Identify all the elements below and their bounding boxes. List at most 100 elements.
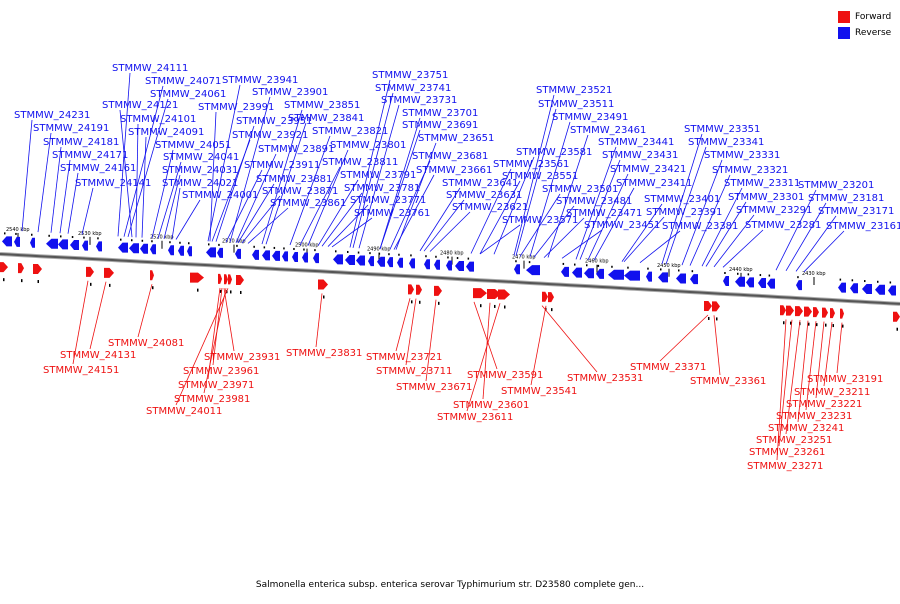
- reverse-gene-arrow: [356, 255, 365, 266]
- reverse-label-leader: [513, 94, 555, 256]
- reverse-label-leader: [547, 134, 589, 258]
- gene-tick: [889, 281, 892, 284]
- gene-tick: [347, 250, 349, 253]
- reverse-label-leader: [321, 192, 363, 247]
- reverse-label-leader: [358, 104, 400, 249]
- reverse-gene-arrow: [168, 245, 174, 256]
- reverse-gene-label: STMMW_24001: [182, 190, 258, 201]
- forward-gene-label: STMMW_23371: [630, 362, 706, 373]
- forward-gene-arrow: [416, 284, 422, 295]
- reverse-gene-arrow: [608, 269, 624, 280]
- gene-tick: [48, 234, 50, 237]
- legend-label-reverse: Reverse: [855, 27, 892, 38]
- gene-tick: [314, 249, 316, 252]
- reverse-gene-arrow: [658, 272, 668, 283]
- forward-gene-arrow: [487, 288, 501, 299]
- forward-gene-arrow: [318, 279, 328, 290]
- reverse-gene-arrow: [96, 241, 102, 252]
- gene-tick: [398, 253, 400, 256]
- forward-gene-arrow: [542, 291, 548, 302]
- reverse-gene-label: STMMW_23411: [616, 178, 692, 189]
- scale-tick-label: 2430 kbp: [802, 271, 826, 277]
- reverse-gene-arrow: [2, 236, 12, 247]
- reverse-label-leader: [515, 108, 557, 256]
- reverse-gene-label: STMMW_23161: [826, 221, 900, 232]
- reverse-label-leader: [265, 122, 307, 245]
- forward-gene-label: STMMW_23361: [690, 376, 766, 387]
- reverse-gene-label: STMMW_24061: [150, 89, 226, 100]
- forward-label-leader: [473, 301, 498, 370]
- forward-gene-label: STMMW_23961: [183, 366, 259, 377]
- gene-tick: [586, 264, 588, 267]
- gene-tick: [494, 304, 496, 308]
- forward-gene-arrow: [218, 273, 222, 284]
- reverse-gene-label: STMMW_23901: [252, 87, 328, 98]
- reverse-label-leader: [593, 187, 635, 261]
- forward-gene-label: STMMW_23711: [376, 366, 452, 377]
- forward-gene-label: STMMW_23541: [501, 386, 577, 397]
- reverse-gene-label: STMMW_23861: [270, 198, 346, 209]
- reverse-label-leader: [479, 180, 521, 255]
- reverse-label-leader: [229, 96, 271, 243]
- scale-tick-label: 2510 kbp: [222, 239, 246, 245]
- scale-tick-label: 2440 kbp: [729, 267, 753, 273]
- reverse-label-leader: [379, 129, 421, 250]
- reverse-gene-arrow: [30, 237, 35, 248]
- gene-tick: [169, 241, 171, 244]
- forward-gene-arrow: [18, 263, 24, 274]
- forward-gene-label: STMMW_23831: [286, 348, 362, 359]
- reverse-label-leader: [352, 92, 394, 248]
- scale-tick-label: 2470 kbp: [512, 255, 536, 261]
- reverse-label-leader: [327, 204, 369, 247]
- reverse-label-leader: [587, 173, 629, 261]
- reverse-gene-arrow: [690, 274, 698, 285]
- reverse-label-leader: [289, 135, 331, 246]
- forward-gene-label: STMMW_23251: [756, 435, 832, 446]
- reverse-gene-arrow: [387, 257, 393, 268]
- reverse-gene-label: STMMW_23891: [258, 144, 334, 155]
- gene-tick: [435, 255, 437, 258]
- forward-gene-label: STMMW_23191: [807, 374, 883, 385]
- scale-tick-label: 2480 kbp: [440, 251, 464, 257]
- forward-label-leader: [315, 293, 323, 348]
- reverse-label-leader: [235, 153, 277, 243]
- reverse-gene-arrow: [767, 278, 775, 289]
- reverse-label-leader: [135, 123, 139, 238]
- forward-gene-arrow: [893, 311, 900, 322]
- reverse-gene-label: STMMW_23471: [566, 208, 642, 219]
- forward-gene-label: STMMW_24011: [146, 406, 222, 417]
- reverse-label-leader: [59, 159, 71, 234]
- forward-label-leader: [785, 320, 801, 435]
- gene-tick: [273, 246, 276, 249]
- gene-tick: [369, 252, 371, 255]
- gene-tick: [303, 248, 305, 251]
- reverse-gene-label: STMMW_23651: [418, 133, 494, 144]
- forward-gene-label: STMMW_23261: [749, 447, 825, 458]
- reverse-label-leader: [621, 203, 663, 262]
- reverse-gene-label: STMMW_24141: [75, 178, 151, 189]
- legend-item-forward: Forward: [838, 9, 891, 24]
- reverse-gene-label: STMMW_23911: [244, 160, 320, 171]
- reverse-gene-label: STMMW_24091: [128, 127, 204, 138]
- forward-gene-label: STMMW_23671: [396, 382, 472, 393]
- gene-tick: [120, 238, 122, 241]
- forward-gene-label: STMMW_23611: [437, 412, 513, 423]
- reverse-label-leader: [123, 85, 164, 237]
- gene-tick: [647, 267, 649, 270]
- reverse-label-leader: [207, 84, 241, 242]
- reverse-label-leader: [127, 98, 169, 238]
- reverse-gene-label: STMMW_24161: [60, 163, 136, 174]
- gene-tick: [240, 290, 242, 294]
- reverse-gene-arrow: [434, 259, 440, 270]
- reverse-label-leader: [419, 187, 461, 252]
- reverse-gene-arrow: [646, 271, 652, 282]
- forward-gene-arrow: [498, 289, 510, 300]
- reverse-label-leader: [21, 119, 33, 232]
- forward-label-leader: [778, 319, 793, 447]
- reverse-gene-arrow: [796, 280, 802, 291]
- reverse-label-leader: [171, 187, 181, 240]
- reverse-label-leader: [543, 217, 585, 258]
- forward-gene-label: STMMW_23981: [174, 394, 250, 405]
- reverse-swatch: [838, 26, 850, 39]
